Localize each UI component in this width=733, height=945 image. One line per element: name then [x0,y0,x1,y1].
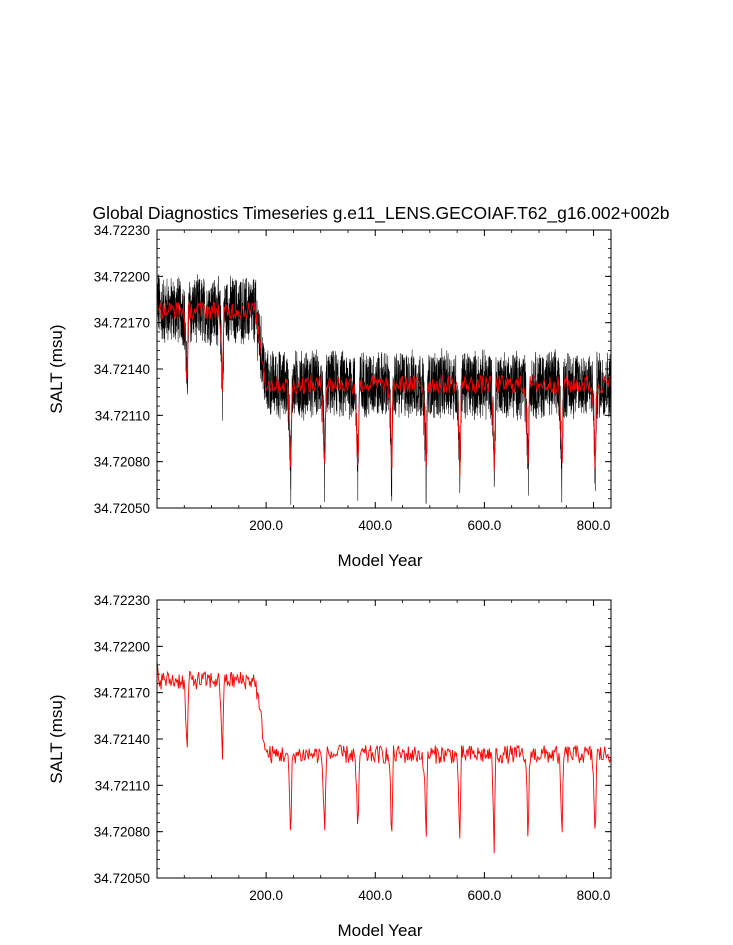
y-tick-label: 34.72200 [94,639,150,654]
y-tick-label: 34.72140 [94,732,150,747]
y-tick-label: 34.72170 [94,316,150,331]
y-tick-label: 34.72050 [94,501,150,516]
x-tick-label: 400.0 [358,518,392,533]
bottom-y-axis-label: SALT (msu) [47,694,66,783]
bottom-tick-layer: 34.72050 34.72080 34.72110 34.72140 34.72170… [94,593,611,903]
x-tick-label: 200.0 [249,888,283,903]
bottom-x-axis-label: Model Year [337,921,422,940]
y-tick-label: 34.72110 [95,408,150,423]
top-series-layer [157,274,611,505]
x-tick-label: 200.0 [249,518,283,533]
top-tick-layer: 34.72050 34.72080 34.72110 34.72140 34.72170… [94,223,611,533]
x-tick-label: 400.0 [358,888,392,903]
x-tick-label: 600.0 [468,888,502,903]
top-y-axis-label: SALT (msu) [47,324,66,413]
bottom-plot-frame [156,599,612,879]
y-tick-label: 34.72110 [95,778,150,793]
top-panel: 34.72050 34.72080 34.72110 34.72140 34.72170… [47,223,612,570]
bottom-panel: 34.72050 34.72080 34.72110 34.72140 34.72170… [47,593,612,940]
y-tick-label: 34.72230 [94,593,150,608]
x-tick-label: 800.0 [577,888,611,903]
series-line-annual-mean [157,297,611,478]
x-tick-label: 800.0 [577,518,611,533]
y-tick-label: 34.72140 [94,362,150,377]
series-line-annual-mean [157,661,611,854]
x-tick-label: 600.0 [468,518,502,533]
y-tick-label: 34.72230 [94,223,150,238]
y-tick-label: 34.72080 [94,455,150,470]
figure-title: Global Diagnostics Timeseries g.e11_LENS… [92,203,669,224]
top-x-axis-label: Model Year [337,551,422,570]
y-tick-label: 34.72050 [94,871,150,886]
y-tick-label: 34.72170 [94,686,150,701]
y-tick-label: 34.72200 [94,269,150,284]
bottom-series-layer [157,661,611,854]
y-tick-label: 34.72080 [94,825,150,840]
